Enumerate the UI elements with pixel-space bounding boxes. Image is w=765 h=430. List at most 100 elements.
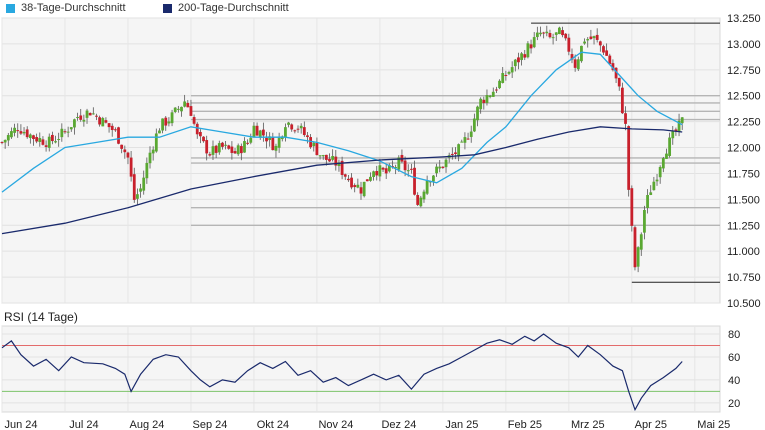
candle-up — [576, 59, 580, 70]
candle-down — [450, 153, 454, 155]
x-tick-label: Jun 24 — [4, 419, 37, 430]
legend-item-200-day-average[interactable]: 200-Tage-Durchschnitt — [163, 2, 289, 14]
candle-down — [44, 145, 48, 147]
candle-up — [510, 67, 514, 73]
candle-down — [542, 32, 546, 34]
price-y-tick-label: 10.750 — [727, 272, 761, 284]
candle-up — [472, 118, 476, 132]
candle-down — [611, 63, 615, 71]
candle-up — [6, 135, 10, 141]
candle-up — [277, 137, 281, 148]
candle-down — [674, 129, 678, 132]
price-y-tick-label: 11.250 — [727, 220, 760, 232]
rsi-y-tick-label: 40 — [728, 375, 740, 387]
candle-up — [57, 139, 61, 141]
candle-down — [290, 124, 294, 130]
candle-up — [211, 146, 215, 155]
candle-up — [643, 210, 646, 233]
candle-down — [454, 152, 457, 155]
candle-down — [416, 194, 420, 205]
price-plot-area — [1, 17, 721, 304]
candle-up — [649, 192, 653, 195]
candle-down — [633, 227, 637, 268]
candle-down — [261, 129, 265, 136]
candle-down — [246, 142, 250, 144]
candle-down — [624, 113, 627, 124]
candle-down — [186, 102, 190, 108]
candle-down — [192, 117, 196, 124]
candle-down — [529, 44, 533, 49]
candle-down — [271, 137, 275, 151]
x-tick-label: Aug 24 — [130, 419, 165, 430]
candle-up — [501, 73, 505, 83]
candle-up — [668, 137, 672, 156]
candle-up — [661, 158, 665, 169]
candle-up — [176, 108, 180, 110]
candle-up — [460, 141, 464, 143]
candle-up — [545, 31, 549, 34]
candle-down — [359, 187, 363, 194]
candle-down — [79, 115, 83, 120]
candle-up — [22, 131, 26, 134]
candle-down — [123, 149, 127, 153]
candle-up — [680, 117, 684, 124]
candle-up — [422, 191, 426, 200]
candle-up — [394, 167, 398, 169]
candle-down — [25, 129, 29, 138]
candle-down — [595, 34, 599, 40]
candle-down — [189, 106, 193, 116]
candle-up — [180, 106, 183, 112]
candle-up — [136, 194, 139, 199]
candle-down — [293, 130, 297, 132]
candle-up — [397, 157, 401, 170]
candle-up — [539, 32, 542, 35]
candle-down — [265, 138, 268, 142]
rsi-title: RSI (14 Tage) — [4, 310, 78, 324]
candle-up — [161, 118, 165, 131]
candle-down — [19, 131, 23, 134]
candle-down — [208, 154, 212, 156]
candle-up — [173, 107, 177, 112]
candle-up — [432, 175, 435, 182]
candle-down — [227, 145, 231, 149]
candle-up — [362, 181, 366, 197]
x-tick-label: Mai 25 — [697, 419, 730, 430]
candle-down — [104, 120, 108, 123]
candle-down — [523, 54, 527, 58]
candle-down — [598, 41, 602, 46]
ma-200-line — [1, 126, 683, 235]
candle-up — [526, 43, 530, 58]
candle-down — [620, 87, 624, 114]
candle-down — [627, 126, 631, 190]
candle-down — [309, 137, 313, 148]
candle-up — [148, 152, 152, 164]
candle-down — [41, 139, 45, 145]
candle-up — [356, 184, 360, 188]
legend-item-38-day-average[interactable]: 38-Tage-Durchschnitt — [6, 2, 126, 14]
candle-down — [107, 123, 111, 128]
candle-up — [671, 131, 675, 139]
candle-up — [337, 162, 341, 167]
candle-up — [236, 145, 240, 155]
candle-down — [564, 33, 568, 39]
candle-down — [617, 77, 621, 87]
candle-down — [95, 115, 98, 117]
candle-up — [378, 165, 382, 177]
candle-up — [639, 234, 643, 250]
price-y-tick-label: 11.750 — [727, 168, 760, 180]
candle-up — [476, 106, 479, 121]
x-tick-label: Sep 24 — [193, 419, 228, 430]
candle-down — [198, 131, 202, 137]
candle-up — [469, 131, 473, 137]
candle-up — [535, 32, 539, 38]
candle-down — [98, 117, 102, 125]
candle-up — [331, 156, 335, 160]
candle-down — [381, 167, 385, 170]
candle-up — [658, 166, 662, 178]
candle-down — [63, 131, 67, 133]
candle-up — [258, 130, 262, 138]
candle-down — [315, 143, 319, 156]
candle-down — [233, 151, 237, 154]
x-tick-label: Apr 25 — [635, 419, 667, 430]
